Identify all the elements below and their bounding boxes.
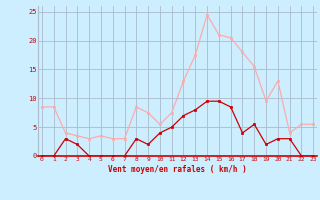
X-axis label: Vent moyen/en rafales ( km/h ): Vent moyen/en rafales ( km/h )	[108, 165, 247, 174]
